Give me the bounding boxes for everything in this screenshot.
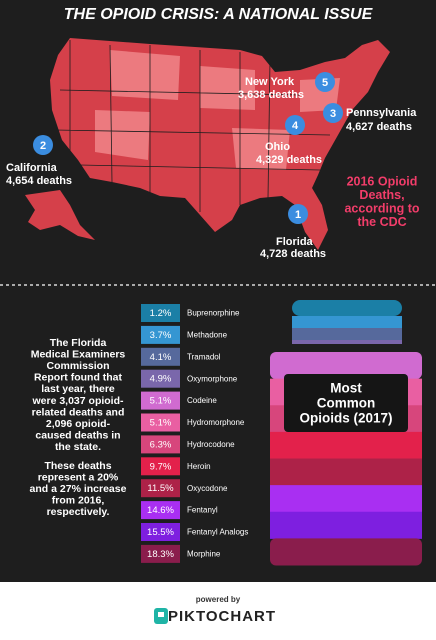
map-caption: 2016 Opioid (347, 174, 418, 188)
bottle-label-box (284, 374, 408, 432)
us-map (25, 38, 390, 250)
percent: 3.7% (150, 330, 172, 341)
percent: 14.6% (147, 505, 174, 516)
percent-box (141, 325, 180, 344)
increase-text: represent a 20% (38, 471, 119, 483)
percent-box (141, 523, 180, 541)
percent: 1.2% (150, 308, 172, 319)
state-deaths: 4,728 deaths (260, 248, 326, 260)
bottle-cap-stripe (292, 316, 402, 328)
opioid-name: Hydromorphone (187, 418, 245, 427)
state-name: Ohio (265, 141, 290, 153)
state-deaths: 4,654 deaths (6, 175, 72, 187)
report-text: caused deaths in (35, 430, 120, 442)
state-name: New York (245, 76, 295, 88)
report-text: The Florida (50, 337, 107, 349)
percent-box (141, 501, 180, 520)
bottle-label: Most (330, 381, 362, 396)
report-text: Medical Examiners (31, 348, 126, 360)
percent-box (141, 457, 180, 476)
opioid-name: Tramadol (187, 352, 221, 361)
bottle-cap-top (292, 300, 402, 316)
percent-box (141, 369, 180, 388)
opioid-name: Fentanyl Analogs (187, 528, 248, 537)
bottle-stripe (270, 511, 422, 539)
map-caption: the CDC (357, 215, 406, 229)
percent: 4.9% (150, 374, 172, 385)
state-deaths: 3,638 deaths (238, 89, 304, 101)
brand: PIKTOCHART (168, 608, 276, 625)
piktochart-logo (154, 608, 168, 624)
bottle-stripe (270, 431, 422, 459)
increase-text: respectively. (47, 506, 110, 518)
opioid-name: Heroin (187, 462, 211, 471)
map-caption: Deaths, (359, 188, 404, 202)
bottle-stripe (270, 458, 422, 486)
state-deaths: 4,329 deaths (256, 154, 322, 166)
percent: 5.1% (150, 396, 172, 407)
opioid-name: Buprenorphine (187, 309, 240, 318)
bottle-stripe (270, 352, 422, 380)
powered-by: powered by (196, 595, 241, 604)
marker-number: 2 (40, 140, 46, 152)
state-name: California (6, 162, 58, 174)
marker (288, 204, 308, 224)
percent-box (141, 435, 180, 454)
report-text: were 3,037 opioid- (31, 395, 124, 407)
percent: 15.5% (147, 527, 174, 538)
increase-text: from 2016, (52, 495, 105, 507)
opioid-name: Hydrocodone (187, 440, 235, 449)
marker-number: 3 (330, 108, 336, 120)
title: THE OPIOID CRISIS: A NATIONAL ISSUE (64, 6, 374, 23)
percent: 18.3% (147, 549, 174, 560)
percent-box (141, 479, 180, 498)
report-text: Report found that (34, 372, 123, 384)
marker (315, 72, 335, 92)
bottle-label: Common (317, 396, 376, 411)
marker (285, 115, 305, 135)
map-caption: according to (344, 201, 419, 215)
percent-box (141, 544, 180, 563)
percent: 11.5% (147, 483, 174, 494)
report-text: the state. (55, 441, 101, 453)
bottle-label: Opioids (2017) (299, 411, 392, 426)
state-name: Florida (276, 236, 314, 248)
report-text: 2,096 opioid- (46, 418, 111, 430)
opioid-name: Fentanyl (187, 506, 218, 515)
marker-number: 5 (322, 77, 328, 89)
percent: 4.1% (150, 352, 172, 363)
percent-box (141, 413, 180, 432)
opioid-name: Methadone (187, 331, 228, 340)
marker-number: 1 (295, 209, 301, 221)
state-deaths: 4,627 deaths (346, 121, 412, 133)
bottle-cap-stripe (292, 328, 402, 340)
report-text: Commission (46, 360, 109, 372)
percent: 9.7% (150, 461, 172, 472)
increase-text: These deaths (44, 460, 111, 472)
opioid-name: Morphine (187, 550, 221, 559)
percent: 5.1% (150, 418, 172, 429)
increase-text: and a 27% increase (30, 483, 127, 495)
opioid-name: Oxymorphone (187, 374, 238, 383)
report-text: last year, there (41, 383, 115, 395)
marker (323, 103, 343, 123)
marker-number: 4 (292, 120, 299, 132)
opioid-name: Oxycodone (187, 484, 228, 493)
marker (33, 135, 53, 155)
opioid-name: Codeine (187, 396, 217, 405)
percent-box (141, 304, 180, 322)
percent: 6.3% (150, 439, 172, 450)
percent-box (141, 347, 180, 366)
bottle-neck (290, 344, 404, 352)
bottle-stripe (270, 485, 422, 513)
percent-box (141, 391, 180, 410)
state-name: Pennsylvania (346, 107, 417, 119)
bottle-stripe (270, 538, 422, 566)
report-text: related deaths and (32, 406, 125, 418)
